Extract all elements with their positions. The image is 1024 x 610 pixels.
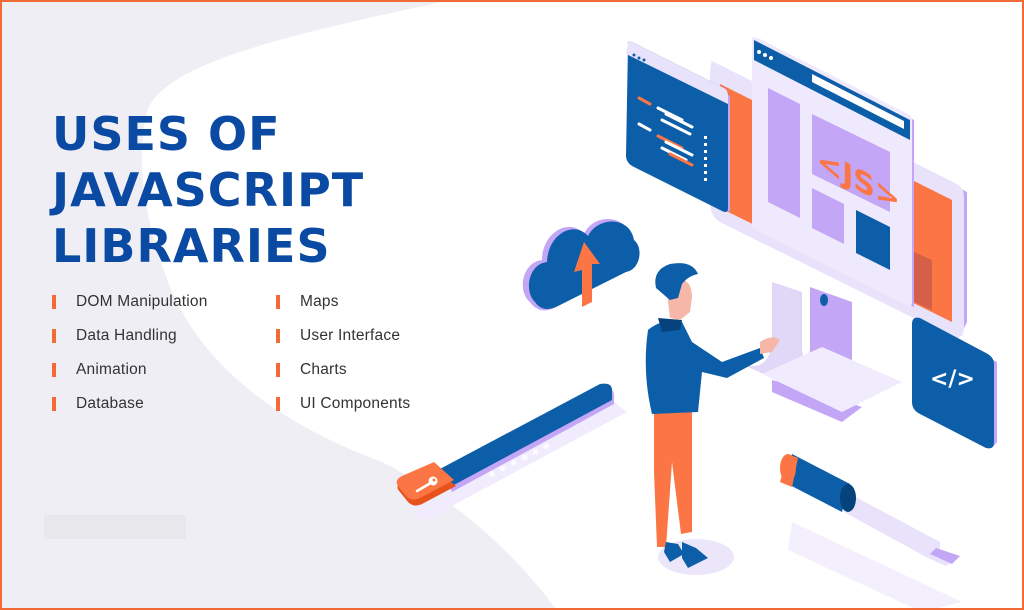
bullet-bar-icon [52,329,56,343]
monitor-stand [742,282,902,422]
uses-list: DOM Manipulation Maps Data Handling User… [52,292,452,414]
code-window-icon [626,41,730,213]
bullet-bar-icon [52,295,56,309]
screwdriver-icon [780,454,962,608]
title-line: USES OF [52,107,281,161]
bullet-bar-icon [52,363,56,377]
person-figure [645,263,780,575]
list-item: Database [52,394,276,414]
bullet-bar-icon [276,295,280,309]
list-item: Animation [52,360,276,380]
key-icon [415,476,438,493]
title-line: JAVASCRIPT [52,163,365,217]
list-item: User Interface [276,326,452,346]
bullet-bar-icon [276,363,280,377]
list-item: DOM Manipulation [52,292,276,312]
cloud-upload-icon [522,219,640,311]
list-item: Data Handling [52,326,276,346]
title-line: LIBRARIES [52,219,331,273]
list-item: Charts [276,360,452,380]
list-item: UI Components [276,394,452,414]
code-tag-text: </> [930,367,975,392]
code-tag-icon: </> [912,317,997,449]
list-item: Maps [276,292,452,312]
bullet-bar-icon [276,329,280,343]
page-title: USES OF JAVASCRIPT LIBRARIES [52,106,364,274]
blank-placeholder [44,515,186,539]
browser-window-icon: <JS> [751,37,914,307]
password-field-icon: * * * * * * [396,383,627,522]
bullet-bar-icon [52,397,56,411]
bullet-bar-icon [276,397,280,411]
